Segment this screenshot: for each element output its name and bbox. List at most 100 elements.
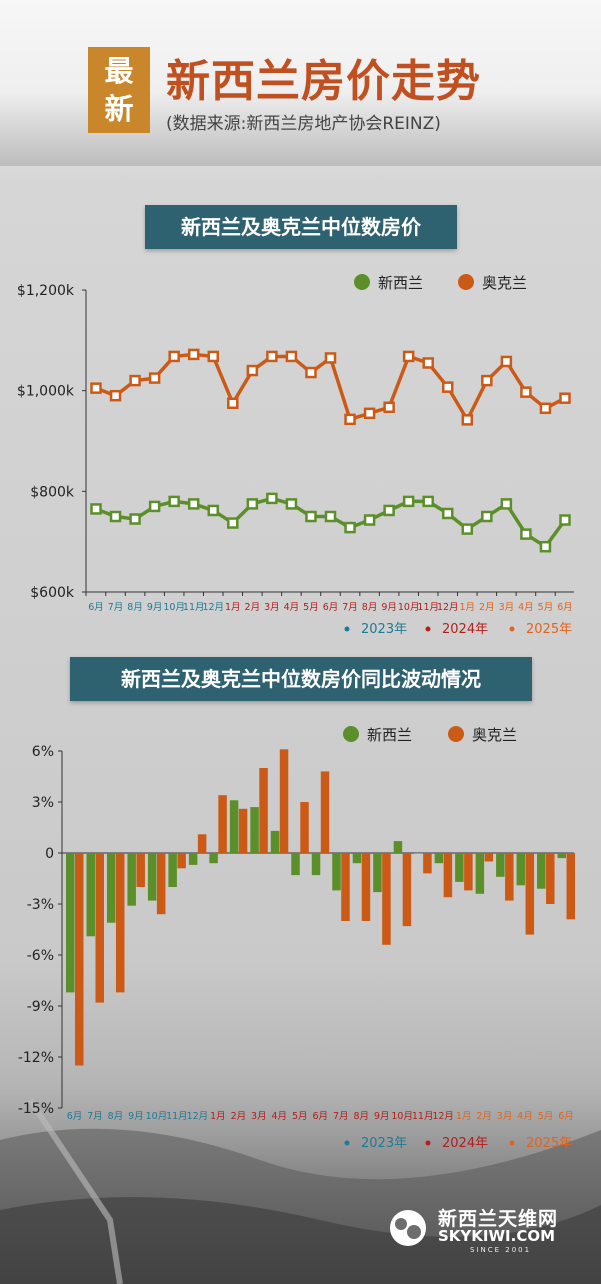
x-tick-label: 6月 xyxy=(88,602,104,613)
data-point-0 xyxy=(109,510,122,523)
data-point-1 xyxy=(168,350,180,363)
data-point-1 xyxy=(481,374,493,387)
bar-1 xyxy=(320,771,330,853)
legend-marker-1 xyxy=(458,274,474,290)
x-tick-label: 6月 xyxy=(67,1111,83,1122)
bar-1 xyxy=(177,853,186,869)
bar-1 xyxy=(546,853,555,904)
bar-0 xyxy=(270,830,280,853)
data-point-1 xyxy=(207,350,219,363)
x-tick-label: 11月 xyxy=(183,602,205,613)
bar-0 xyxy=(147,853,157,901)
badge-line1: 最 xyxy=(104,54,134,88)
x-tick-label: 11月 xyxy=(166,1111,188,1122)
data-point-0 xyxy=(520,528,532,540)
data-point-0 xyxy=(422,495,434,508)
y-tick-label: 0 xyxy=(45,846,54,862)
data-point-1 xyxy=(383,401,395,414)
data-point-0 xyxy=(324,510,337,523)
x-tick-label: 10月 xyxy=(163,602,185,613)
x-tick-label: 1月 xyxy=(210,1111,226,1122)
y-tick-label: $1,000k xyxy=(17,384,75,400)
year-legend-label-0: 2023年 xyxy=(361,622,407,637)
data-point-1 xyxy=(402,350,415,363)
data-point-1 xyxy=(500,355,513,368)
data-point-0 xyxy=(227,517,239,529)
bar-0 xyxy=(516,853,526,886)
bar-0 xyxy=(557,853,567,859)
logo-since: SINCE 2001 xyxy=(470,1246,532,1254)
data-point-1 xyxy=(266,350,278,363)
x-tick-label: 8月 xyxy=(353,1111,369,1122)
year-legend-label-1: 2024年 xyxy=(442,1136,488,1151)
x-tick-label: 2月 xyxy=(245,602,261,613)
x-tick-label: 9月 xyxy=(381,602,397,613)
bar-0 xyxy=(373,853,382,893)
bar-1 xyxy=(156,853,166,915)
year-legend-dot-2 xyxy=(509,1140,515,1146)
chart1-title: 新西兰及奥克兰中位数房价 xyxy=(145,205,457,249)
bar-0 xyxy=(188,853,198,865)
bar-0 xyxy=(496,853,505,877)
year-legend-dot-1 xyxy=(425,1140,431,1146)
series-line-1 xyxy=(95,352,566,422)
legend-label-0: 新西兰 xyxy=(378,274,423,292)
bar-1 xyxy=(218,795,227,853)
data-point-1 xyxy=(461,414,474,426)
bar-1 xyxy=(259,768,268,853)
data-point-1 xyxy=(129,374,141,387)
bar-0 xyxy=(291,853,300,876)
chart2-title: 新西兰及奥克兰中位数房价同比波动情况 xyxy=(70,657,532,701)
x-tick-label: 6月 xyxy=(323,602,339,613)
legend-marker-1 xyxy=(448,726,464,742)
data-point-1 xyxy=(442,381,454,393)
data-point-0 xyxy=(442,507,454,520)
y-tick-label: 3% xyxy=(32,795,54,811)
data-point-0 xyxy=(402,495,415,508)
data-point-0 xyxy=(285,498,298,510)
year-legend-dot-0 xyxy=(344,626,350,632)
y-tick-label: 6% xyxy=(32,744,54,760)
skykiwi-logo-icon xyxy=(390,1210,426,1246)
data-point-0 xyxy=(481,510,493,523)
bar-1 xyxy=(566,853,576,920)
data-point-0 xyxy=(461,523,474,535)
y-tick-label: -12% xyxy=(18,1050,54,1066)
data-point-0 xyxy=(344,521,356,534)
bar-1 xyxy=(443,853,453,898)
x-tick-label: 2月 xyxy=(479,602,495,613)
x-tick-label: 12月 xyxy=(202,602,224,613)
data-point-1 xyxy=(539,402,552,415)
data-point-1 xyxy=(559,392,571,404)
badge-line2: 新 xyxy=(104,92,134,126)
x-tick-label: 10月 xyxy=(146,1111,168,1122)
x-tick-label: 4月 xyxy=(284,602,300,613)
data-point-0 xyxy=(207,504,219,517)
y-tick-label: -15% xyxy=(18,1101,54,1117)
y-tick-label: -6% xyxy=(27,948,54,964)
x-tick-label: 6月 xyxy=(558,1111,574,1122)
data-point-1 xyxy=(520,386,532,398)
x-tick-label: 10月 xyxy=(398,602,420,613)
bar-0 xyxy=(455,853,464,882)
logo-name: 新西兰天维网 xyxy=(438,1208,559,1230)
x-tick-label: 9月 xyxy=(374,1111,390,1122)
data-point-0 xyxy=(539,540,552,553)
bar-1 xyxy=(505,853,514,901)
x-tick-label: 1月 xyxy=(460,602,476,613)
data-point-0 xyxy=(500,498,513,510)
data-point-0 xyxy=(363,514,376,526)
bar-0 xyxy=(127,853,136,906)
bar-0 xyxy=(86,853,95,937)
x-tick-label: 8月 xyxy=(362,602,378,613)
x-tick-label: 12月 xyxy=(437,602,459,613)
bar-1 xyxy=(300,802,309,853)
data-point-1 xyxy=(305,366,317,379)
data-point-1 xyxy=(363,407,376,420)
x-tick-label: 5月 xyxy=(303,602,319,613)
new-badge: 最 新 xyxy=(88,47,150,133)
bar-0 xyxy=(332,853,341,891)
year-legend-dot-1 xyxy=(425,626,431,632)
coastal-photo-background xyxy=(0,1040,601,1284)
